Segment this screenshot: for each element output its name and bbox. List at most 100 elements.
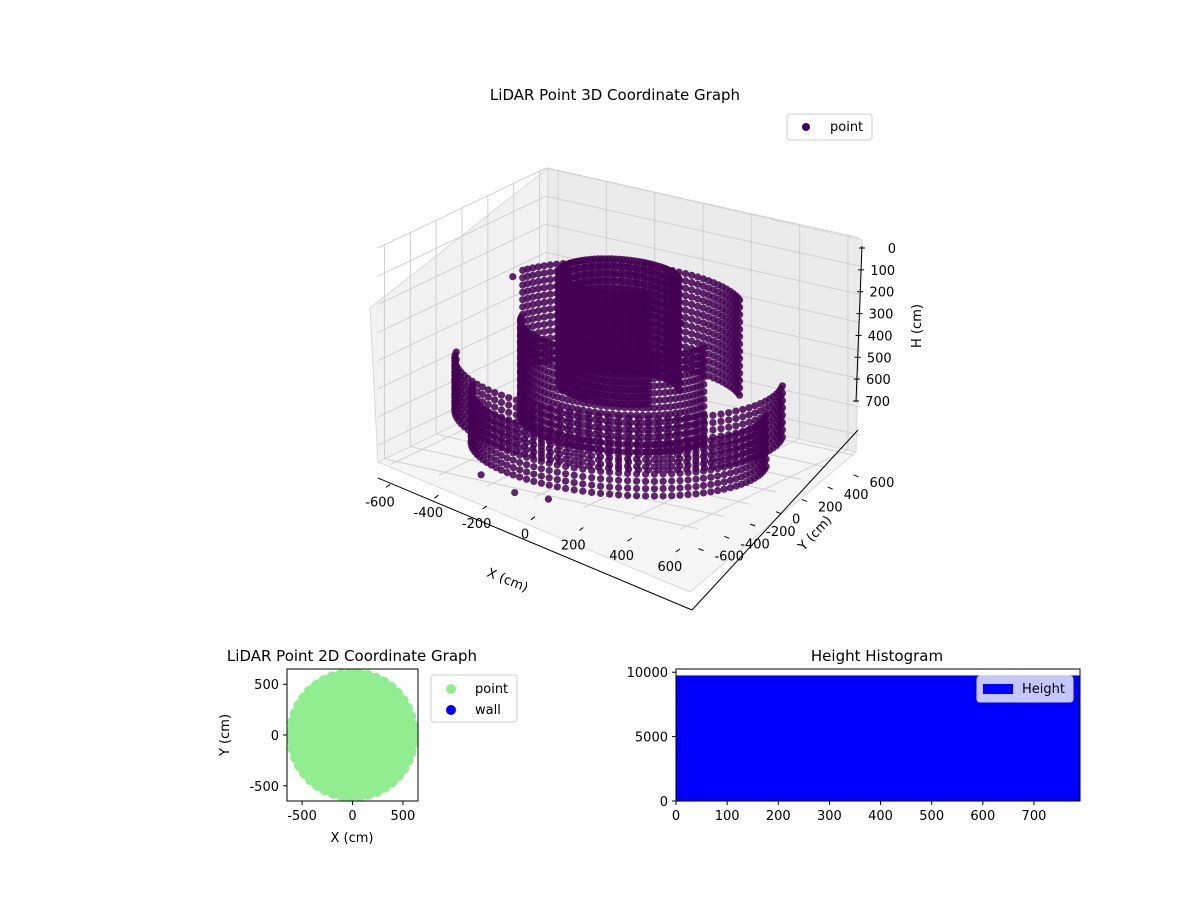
scatter-point — [523, 468, 531, 476]
scatter-point — [624, 491, 632, 500]
scatter-point — [546, 297, 554, 306]
scatter-point — [739, 420, 747, 428]
scatter-point — [732, 467, 740, 476]
scatter-point — [615, 491, 623, 499]
legend-label-wall: wall — [475, 703, 501, 718]
scatter-point — [606, 468, 614, 476]
scatter-point-2d — [352, 669, 365, 681]
scatter-point — [570, 471, 578, 479]
scatter-point — [562, 484, 570, 493]
scatter-point — [573, 259, 581, 267]
scatter-point — [523, 453, 531, 461]
scatter-point — [497, 391, 506, 399]
y-tick-label: -600 — [714, 550, 744, 565]
scatter-point — [597, 489, 605, 497]
scatter-point — [597, 482, 605, 490]
scatter-point — [537, 465, 546, 473]
scatter-point — [650, 375, 658, 383]
scatter-point — [756, 407, 765, 415]
z-axis-line — [855, 245, 863, 403]
scatter-point — [739, 405, 747, 414]
scatter-point — [681, 292, 690, 300]
scatter-point — [699, 489, 708, 497]
chart-2d-title: LiDAR Point 2D Coordinate Graph — [227, 647, 477, 665]
scatter-point — [681, 321, 690, 329]
legend-marker-height — [983, 684, 1013, 694]
scatter-point — [588, 474, 596, 482]
scatter-point — [681, 277, 690, 285]
scatter-point — [714, 472, 722, 480]
scatter-point — [534, 292, 543, 300]
y-tick-label-hist: 0 — [660, 795, 668, 810]
scatter-point — [725, 409, 733, 417]
y-tick-label: -400 — [740, 537, 770, 552]
scatter-point — [606, 483, 614, 491]
scatter-point — [694, 288, 702, 296]
scatter-point — [497, 415, 505, 423]
scatter-point — [534, 263, 543, 271]
scatter-point — [732, 453, 740, 461]
chart-histogram: Height Histogram 0 100 200 300 400 500 600 700 0… — [627, 647, 1081, 824]
scatter-point — [615, 403, 623, 411]
scatter-point — [659, 470, 667, 478]
histogram-title: Height Histogram — [811, 647, 943, 665]
scatter-point — [736, 391, 744, 399]
scatter-point — [546, 290, 554, 298]
scatter-point — [694, 295, 702, 303]
scatter-point — [544, 495, 553, 503]
scatter-point — [519, 288, 527, 296]
scatter-point — [666, 381, 674, 389]
scatter-point — [688, 279, 696, 287]
scatter-point — [709, 411, 717, 419]
x-tick-label-hist: 200 — [766, 809, 791, 824]
scatter-point — [540, 291, 548, 299]
scatter-point — [681, 270, 690, 278]
scatter-point — [509, 471, 517, 479]
legend-hist: Height — [976, 675, 1074, 703]
x-tick-label-hist: 500 — [919, 809, 944, 824]
scatter-point — [692, 475, 700, 483]
scatter-point — [588, 481, 596, 489]
scatter-point — [694, 332, 702, 340]
scatter-point — [540, 298, 548, 306]
scatter-point — [503, 417, 511, 425]
scatter-point — [661, 396, 669, 404]
scatter-point — [484, 393, 492, 401]
scatter-point — [546, 312, 554, 320]
x-tick-label: -200 — [462, 517, 492, 532]
legend-label-point-2d: point — [475, 682, 508, 697]
scatter-point — [751, 402, 759, 410]
scatter-point — [519, 274, 527, 282]
scatter-point — [591, 401, 599, 409]
scatter-point — [497, 459, 505, 467]
scatter-point — [650, 382, 658, 390]
y-tick-label: -200 — [766, 525, 796, 540]
x-tick-label-hist: 700 — [1022, 809, 1047, 824]
scatter-point — [732, 460, 740, 468]
scatter-point — [615, 484, 623, 492]
scatter-point — [699, 482, 708, 490]
scatter-point — [478, 390, 487, 399]
z-tick-label: 500 — [867, 351, 892, 366]
scatter-point — [633, 404, 641, 412]
scatter-point — [650, 477, 659, 485]
scatter-point — [546, 319, 554, 328]
scatter-point — [650, 470, 659, 478]
scatter-point — [627, 404, 635, 412]
x-tick-label-2d: 500 — [390, 809, 415, 824]
scatter-point — [546, 283, 554, 291]
scatter-point — [585, 400, 593, 408]
x-tick-label-2d: 0 — [348, 809, 356, 824]
scatter-point — [714, 479, 722, 487]
y-tick-label-hist: 10000 — [627, 666, 668, 681]
scatter-point — [491, 403, 499, 411]
scatter-point — [745, 418, 753, 426]
legend-marker-point — [802, 123, 810, 131]
scatter-point — [505, 401, 513, 409]
scatter-point-2d — [401, 754, 414, 767]
scatter-point — [707, 473, 715, 481]
x-tick-label: 200 — [561, 538, 586, 553]
scatter-point — [732, 422, 740, 430]
scatter-point — [553, 483, 561, 491]
scatter-point — [668, 484, 676, 492]
